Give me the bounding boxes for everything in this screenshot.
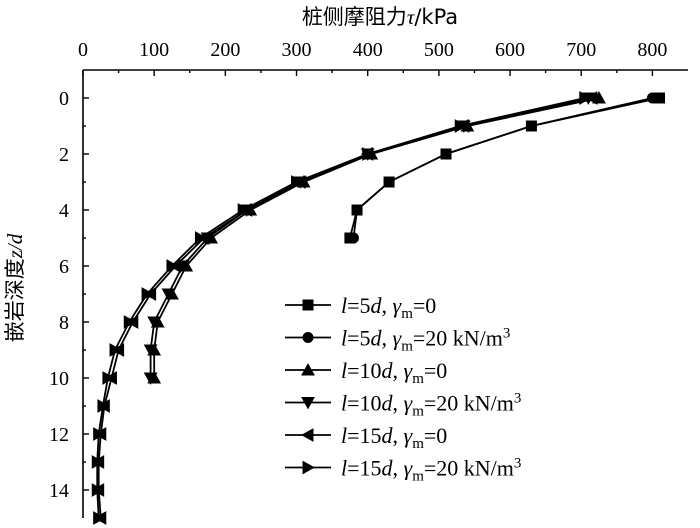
legend-item-4: l=10d, γm=20 kN/m3 [285,391,521,420]
legend-item-1: l=5d, γm=0 [285,293,436,322]
x-tick-label: 700 [566,39,596,61]
x-tick-label: 0 [78,39,88,61]
series-6-point [579,91,592,105]
series-4-point [161,288,176,301]
y-tick-label: 10 [49,368,69,390]
x-title-unit: /kPa [414,5,458,29]
legend-label: l=5d, γm=20 kN/m3 [341,326,510,355]
series-6-point [102,371,115,385]
series-6-point [291,175,304,189]
x-tick-label: 500 [424,39,454,61]
series-6-line [96,97,585,519]
legend-marker [302,299,314,311]
series-6-point [93,511,106,525]
series-6-point [123,315,137,329]
series-6-point [91,455,105,469]
series-2-point [646,92,658,104]
series-2-point [525,120,537,132]
x-title-symbol: τ [407,5,416,29]
series-2-point [383,176,395,188]
legend-marker [301,397,315,410]
legend-item-2: l=5d, γm=20 kN/m3 [285,326,510,355]
y-tick-label: 14 [49,480,69,502]
series-layer [91,91,666,525]
series-2-point [347,232,359,244]
x-tick-label: 200 [210,39,240,61]
legend-item-5: l=15d, γm=0 [285,423,447,452]
x-tick-label: 800 [637,39,667,61]
y-tick-label: 4 [59,200,69,222]
x-tick-label: 100 [139,39,169,61]
series-1-line [349,97,660,239]
legend: l=5d, γm=0 l=5d, γm=20 kN/m3 l=10d, γm=0 l=… [285,293,521,485]
x-title-text: 桩侧摩阻力 [302,5,407,29]
y-tick-label: 0 [59,88,69,110]
legend-label: l=5d, γm=0 [341,293,436,322]
series-2 [347,92,658,244]
y-tick-label: 8 [59,312,69,334]
series-2-point [440,148,452,160]
x-tick-label: 300 [282,39,312,61]
x-tick-label: 400 [353,39,383,61]
y-title-text: 嵌岩深度 [3,258,27,342]
series-6-point [109,343,122,357]
y-tick-label: 12 [49,424,69,446]
y-tick-label: 6 [59,256,69,278]
series-4-point [143,344,158,357]
y-tick-label: 2 [59,144,69,166]
legend-marker [302,460,315,475]
series-6-point [93,427,106,441]
y-title-symbol: z/d [3,233,27,259]
series-6-point [97,399,110,413]
legend-item-6: l=15d, γm=20 kN/m3 [285,456,521,485]
series-4-point [143,372,158,385]
series-1-point [654,92,666,104]
legend-label: l=10d, γm=0 [341,358,447,387]
series-6-point [237,203,251,217]
x-axis-ticks: 0 100 200 300 400 500 600 700 800 [78,39,667,76]
series-6-point [91,483,105,497]
legend-label: l=15d, γm=0 [341,423,447,452]
legend-label: l=10d, γm=20 kN/m3 [341,391,521,420]
legend-label: l=15d, γm=20 kN/m3 [341,456,521,485]
legend-item-3: l=10d, γm=0 [285,358,447,387]
series-6-point [166,259,179,273]
series-4-point [147,316,162,329]
series-6 [91,91,592,525]
y-axis-ticks: 0 2 4 6 8 10 12 14 [49,88,89,502]
series-6-point [194,231,208,245]
series-6-point [454,119,468,133]
x-tick-label: 600 [495,39,525,61]
series-2-point [351,204,363,216]
legend-marker [301,363,315,376]
x-axis-title: 桩侧摩阻力τ/kPa [302,5,458,29]
legend-marker [302,332,314,343]
series-6-point [362,147,375,161]
series-6-point [141,287,154,301]
legend-marker [301,428,314,442]
y-axis-title: 嵌岩深度z/d [3,233,27,342]
